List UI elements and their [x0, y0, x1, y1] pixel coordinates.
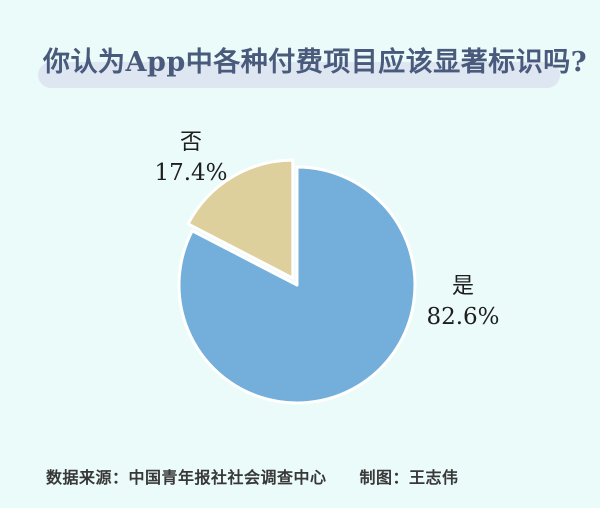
pie-label-yes-value: 82.6% [426, 304, 500, 330]
pie-label-no-value: 17.4% [154, 160, 228, 186]
pie-label-yes: 是 82.6% [393, 272, 533, 332]
pie-slice-否 [186, 158, 295, 280]
chart-credit-text: 制图：王志伟 [359, 468, 459, 487]
page-title: 你认为App中各种付费项目应该显著标识吗? [43, 47, 588, 78]
title-highlight-bar [38, 62, 560, 88]
source-credit-line: 数据来源：中国青年报社社会调查中心 制图：王志伟 [46, 464, 459, 488]
pie-slice-是 [177, 165, 417, 405]
pie-label-yes-name: 是 [451, 274, 474, 299]
pie-label-no-name: 否 [179, 130, 202, 155]
data-source-text: 数据来源：中国青年报社社会调查中心 [46, 468, 327, 487]
pie-label-no: 否 17.4% [121, 128, 261, 188]
